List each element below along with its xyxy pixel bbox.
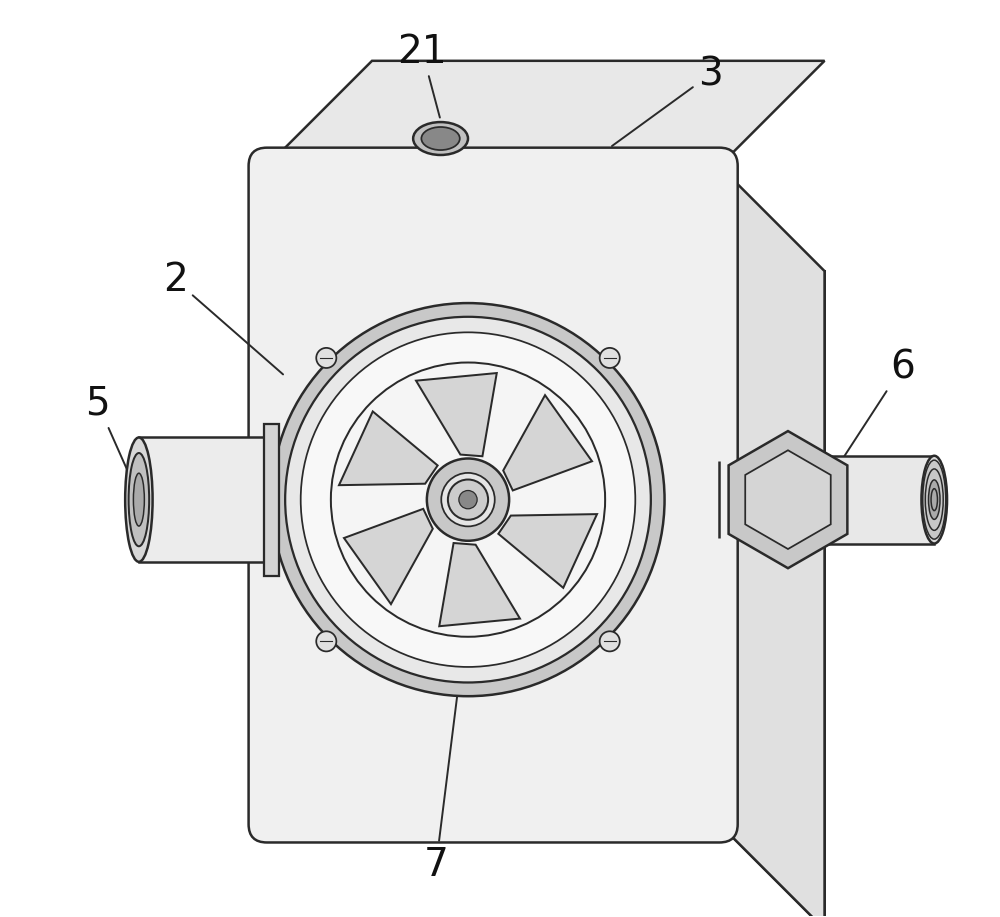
Polygon shape xyxy=(267,61,825,166)
Ellipse shape xyxy=(921,456,947,544)
Polygon shape xyxy=(339,412,438,485)
Circle shape xyxy=(271,304,665,696)
Text: 3: 3 xyxy=(612,56,723,146)
Polygon shape xyxy=(439,543,520,626)
Ellipse shape xyxy=(925,469,943,530)
Polygon shape xyxy=(503,395,592,491)
Polygon shape xyxy=(825,456,934,544)
FancyBboxPatch shape xyxy=(249,148,738,843)
Polygon shape xyxy=(729,431,847,569)
Circle shape xyxy=(441,473,495,526)
Text: 5: 5 xyxy=(85,384,133,483)
Circle shape xyxy=(427,458,509,541)
Circle shape xyxy=(316,348,336,368)
Ellipse shape xyxy=(129,453,149,547)
Circle shape xyxy=(459,491,477,509)
Ellipse shape xyxy=(413,122,468,155)
Text: 6: 6 xyxy=(844,348,915,456)
Circle shape xyxy=(600,348,620,368)
Polygon shape xyxy=(498,514,597,588)
Polygon shape xyxy=(745,450,831,549)
Polygon shape xyxy=(264,424,279,576)
Ellipse shape xyxy=(928,480,940,519)
Polygon shape xyxy=(719,166,825,917)
Circle shape xyxy=(600,631,620,651)
Polygon shape xyxy=(344,509,433,604)
Text: 21: 21 xyxy=(397,33,447,117)
Polygon shape xyxy=(416,373,497,457)
Circle shape xyxy=(285,316,651,682)
Text: 7: 7 xyxy=(424,648,463,884)
Ellipse shape xyxy=(125,437,153,562)
Ellipse shape xyxy=(923,460,946,539)
Polygon shape xyxy=(139,437,271,562)
Circle shape xyxy=(316,631,336,651)
Text: 2: 2 xyxy=(163,261,283,374)
Circle shape xyxy=(331,362,605,636)
Ellipse shape xyxy=(133,473,144,526)
Ellipse shape xyxy=(931,489,937,511)
Circle shape xyxy=(301,332,635,667)
Ellipse shape xyxy=(421,127,460,150)
Circle shape xyxy=(448,480,488,520)
